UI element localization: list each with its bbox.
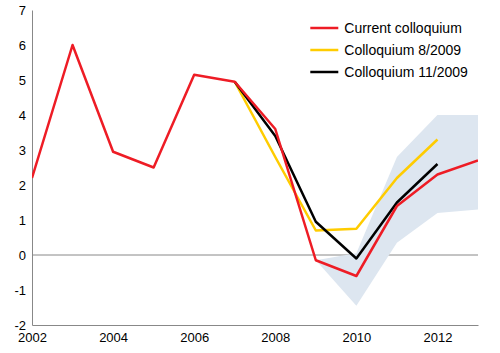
x-tick-label: 2006	[180, 330, 209, 345]
y-tick: 6	[19, 38, 32, 53]
legend-label: Current colloquium	[344, 20, 462, 36]
x-tick-label: 2012	[423, 330, 452, 345]
y-tick: -1	[14, 283, 32, 298]
x-tick: 2012	[423, 325, 452, 345]
series-line	[32, 45, 478, 276]
x-tick-label: 2002	[18, 330, 47, 345]
y-tick-label: 7	[19, 3, 26, 18]
x-tick: 2002	[18, 325, 47, 345]
x-tick: 2008	[261, 325, 290, 345]
legend-item: Colloquium 8/2009	[310, 42, 461, 58]
x-tick: 2010	[342, 325, 371, 345]
y-tick: 4	[19, 108, 32, 123]
y-tick-label: -1	[14, 283, 26, 298]
y-tick: 7	[19, 3, 32, 18]
y-tick: 5	[19, 73, 32, 88]
legend-label: Colloquium 8/2009	[344, 42, 461, 58]
y-tick-label: 3	[19, 143, 26, 158]
y-tick-label: 5	[19, 73, 26, 88]
x-tick: 2006	[180, 325, 209, 345]
zero-line	[32, 255, 478, 256]
x-tick-label: 2008	[261, 330, 290, 345]
chart: -2-101234567200220042006200820102012Curr…	[0, 0, 500, 353]
y-axis: -2-101234567	[14, 3, 32, 333]
x-axis-line	[33, 325, 479, 326]
y-tick-label: 1	[19, 213, 26, 228]
y-tick-label: 0	[19, 248, 26, 263]
x-tick: 2004	[99, 325, 128, 345]
plot: -2-101234567200220042006200820102012Curr…	[14, 3, 478, 346]
legend-item: Current colloquium	[310, 20, 462, 36]
y-tick: 2	[19, 178, 32, 193]
legend-label: Colloquium 11/2009	[344, 64, 468, 80]
y-tick-label: 6	[19, 38, 26, 53]
legend-swatch	[310, 27, 338, 30]
legend: Current colloquium Colloquium 8/2009 Collo…	[310, 20, 468, 80]
series-line	[235, 82, 438, 231]
legend-swatch	[310, 71, 338, 74]
y-tick-label: 4	[19, 108, 26, 123]
marks	[32, 45, 478, 306]
legend-swatch	[310, 49, 338, 52]
interval-band	[316, 115, 478, 306]
y-tick: 0	[19, 248, 32, 263]
legend-item: Colloquium 11/2009	[310, 64, 468, 80]
x-axis: 2002 2004 2006 2008 2010 2012	[18, 325, 478, 345]
y-tick: 3	[19, 143, 32, 158]
x-tick-label: 2004	[99, 330, 128, 345]
y-tick: 1	[19, 213, 32, 228]
x-tick-label: 2010	[342, 330, 371, 345]
y-tick-label: 2	[19, 178, 26, 193]
series-line	[235, 82, 438, 259]
y-axis-line	[32, 11, 33, 326]
